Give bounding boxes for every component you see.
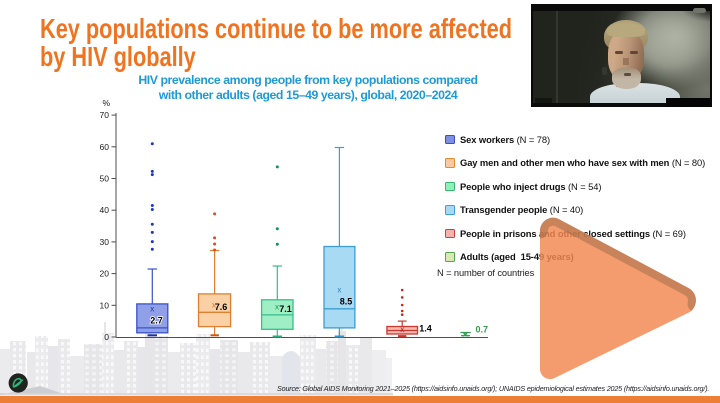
svg-text:60: 60: [100, 142, 110, 152]
svg-text:2.7: 2.7: [150, 316, 163, 326]
svg-text:%: %: [102, 98, 110, 108]
svg-text:40: 40: [100, 205, 110, 215]
svg-text:0: 0: [104, 332, 109, 342]
svg-text:x: x: [150, 305, 154, 314]
svg-text:20: 20: [100, 269, 110, 279]
svg-text:0.7: 0.7: [476, 325, 489, 335]
svg-text:8.5: 8.5: [340, 297, 353, 307]
svg-text:50: 50: [100, 174, 110, 184]
svg-text:x: x: [337, 286, 341, 295]
svg-text:x: x: [400, 325, 404, 334]
svg-text:30: 30: [100, 237, 110, 247]
svg-text:7.1: 7.1: [279, 304, 292, 314]
svg-text:70: 70: [100, 110, 110, 120]
svg-text:x: x: [212, 301, 216, 310]
svg-text:7.6: 7.6: [215, 302, 228, 312]
svg-text:1.4: 1.4: [419, 324, 432, 334]
svg-text:10: 10: [100, 300, 110, 310]
svg-text:x: x: [275, 303, 279, 312]
